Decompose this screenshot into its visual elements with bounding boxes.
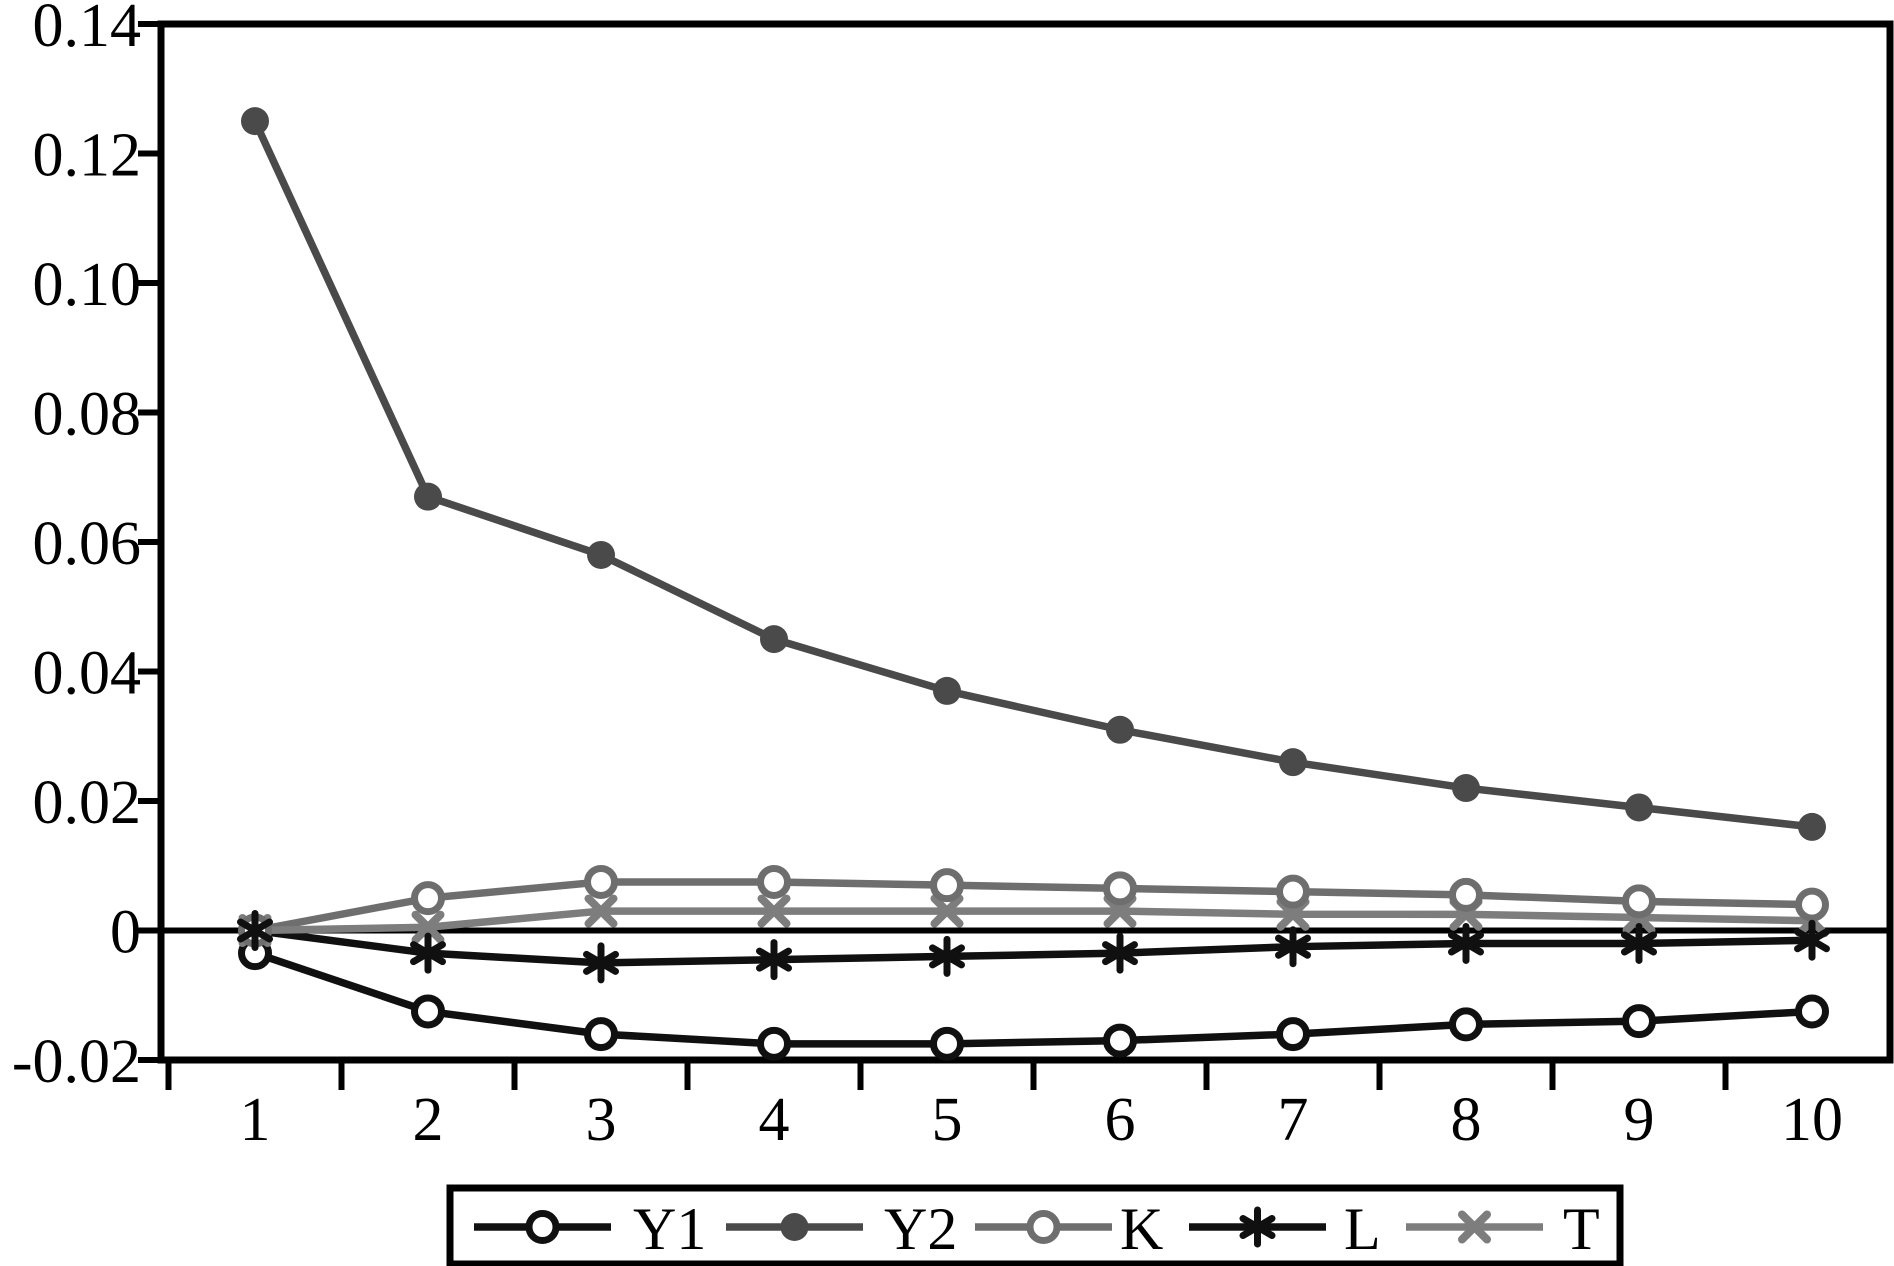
marker-K [1795,887,1829,922]
legend-label-K: K [1120,1196,1163,1262]
marker-Y2 [1798,812,1826,841]
series-line-K [251,878,1816,935]
marker-Y2 [1106,715,1134,744]
marker-Y1 [411,994,445,1029]
marker-T [411,910,445,944]
y-axis-label: 0.10 [33,251,142,319]
marker-Y2 [1625,793,1653,822]
x-axis-label: 4 [759,1086,790,1154]
marker-Y1 [930,1026,964,1061]
marker-Y1 [1795,994,1829,1029]
marker-L [1448,931,1484,956]
marker-L [1102,941,1138,966]
y-axis-label: 0.04 [33,640,142,708]
legend-marker-Y2 [780,1213,809,1241]
legend-marker-L [1239,1215,1276,1239]
x-axis-label: 7 [1278,1086,1309,1154]
marker-L [756,947,792,972]
marker-K [1103,871,1137,906]
marker-Y2 [241,107,269,136]
series-line-T [251,907,1816,935]
x-axis-label: 1 [240,1086,271,1154]
series-line-Y2 [251,117,1816,831]
series-line-L [251,926,1816,967]
y-axis-label: 0.12 [33,122,142,190]
x-axis-label: 2 [413,1086,444,1154]
legend-label-T: T [1563,1196,1600,1262]
y-axis-label: 0.02 [33,769,142,837]
x-axis-label: 3 [586,1086,617,1154]
marker-T [584,894,618,928]
marker-Y2 [760,625,788,654]
marker-Y1 [584,1017,618,1052]
x-axis-label: 8 [1451,1086,1482,1154]
marker-Y2 [1452,774,1480,803]
marker-K [757,864,791,899]
legend-marker-K [1026,1210,1061,1244]
series-line-Y1 [251,949,1816,1048]
y-axis-label: 0.06 [33,510,142,578]
marker-L [1621,931,1657,956]
legend-label-L: L [1344,1196,1381,1262]
marker-Y2 [414,482,442,511]
marker-Y1 [1103,1023,1137,1058]
marker-L [1794,928,1830,953]
y-axis-label: 0 [110,899,141,967]
legend-label-Y1: Y1 [633,1196,706,1262]
marker-Y2 [933,676,961,705]
marker-T [757,894,791,928]
marker-Y2 [587,540,615,569]
legend-marker-T [1458,1210,1491,1244]
marker-L [237,918,273,943]
marker-Y1 [1276,1017,1310,1052]
marker-L [583,950,619,975]
marker-K [1449,877,1483,912]
marker-K [584,864,618,899]
legend-label-Y2: Y2 [884,1196,957,1262]
marker-L [929,944,965,969]
plot-frame [157,20,1894,1064]
marker-K [930,868,964,903]
marker-K [1276,874,1310,909]
marker-Y2 [1279,748,1307,777]
x-axis-label: 5 [932,1086,963,1154]
marker-Y1 [1449,1007,1483,1042]
marker-Y1 [1622,1004,1656,1039]
marker-Y1 [757,1026,791,1061]
x-axis-label: 10 [1781,1086,1843,1154]
marker-T [930,894,964,928]
marker-K [1622,884,1656,919]
marker-L [1275,934,1311,959]
marker-L [410,941,446,966]
marker-K [411,881,445,916]
x-axis-label: 9 [1624,1086,1655,1154]
y-axis-label: 0.08 [33,381,142,449]
legend-marker-Y1 [525,1210,560,1244]
x-axis-label: 6 [1105,1086,1136,1154]
y-axis-label: -0.02 [12,1028,141,1096]
y-axis-label: 0.14 [33,0,142,60]
